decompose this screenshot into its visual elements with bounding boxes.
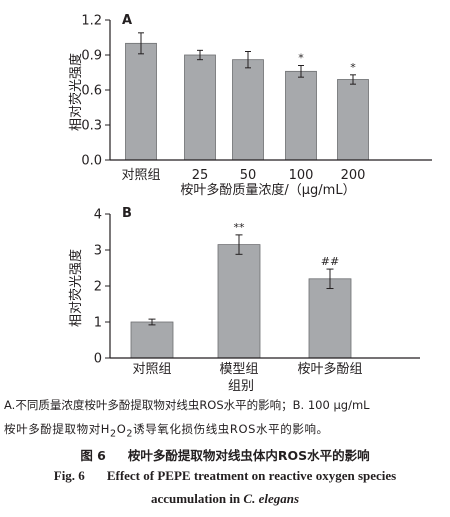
x-category-label: 200 [341,168,366,183]
panel-a-chart: 0.0 0.3 0.6 0.9 1.2 对照组 25 50 * 100 * 200 相对荧光强度桉叶多酚… [68,13,432,198]
y-tick-label: 0.9 [81,49,102,64]
species-name: C. elegans [243,491,300,506]
significance-mark: * [350,61,356,74]
bar [308,278,352,359]
y-tick-label: 4 [94,208,102,223]
note-subscript-1: 2 [110,428,117,440]
x-axis-title: 组别 [228,379,254,394]
bar [337,79,369,161]
x-category-label: 100 [289,168,314,183]
x-category-label: 50 [240,168,257,183]
significance-mark: ## [321,255,339,268]
x-axis-title: 桉叶多酚质量浓度/（μg/mL） [180,182,355,198]
x-category-label: 25 [192,168,209,183]
significance-mark: * [298,52,304,65]
figure-title-en-1: Effect of PEPE treatment on reactive oxy… [106,468,397,483]
figure-note-line-2: 桉叶多酚提取物对H2O2诱导氧化损伤线虫ROS水平的影响。 [4,418,329,445]
panel-label: B [122,206,132,221]
y-axis-title: 相对荧光强度 [68,53,84,131]
significance-mark: ** [234,221,246,234]
y-tick-label: 1 [94,316,102,331]
note-text-a: 桉叶多酚提取物对H [4,422,111,436]
bar [285,70,317,161]
caption-english-line-1: Fig. 6 Effect of PEPE treatment on reacti… [0,468,450,484]
y-tick-label: 0.3 [81,119,102,134]
figure-note-line-1: A.不同质量浓度桉叶多酚提取物对线虫ROS水平的影响；B. 100 μg/mL [4,398,370,412]
bar [232,59,264,161]
y-tick-label: 0.6 [81,84,102,99]
bar [125,42,157,161]
bar [184,54,216,161]
figure-number-cn: 图 6 [80,448,106,463]
caption-english-line-2: accumulation in C. elegans [0,491,450,507]
figure-title-en-2: accumulation in [150,491,244,506]
panel-label: A [122,13,132,28]
y-tick-label: 0 [94,352,102,367]
y-tick-label: 0.0 [81,154,102,169]
note-subscript-2: 2 [126,428,134,440]
x-category-label: 对照组 [132,362,171,377]
note-text-c: 诱导氧化损伤线虫ROS水平的影响。 [133,422,329,436]
y-tick-label: 2 [94,280,102,295]
figure-title-cn: 桉叶多酚提取物对线虫体内ROS水平的影响 [127,448,370,463]
y-tick-label: 3 [94,244,102,259]
note-text-b: O [116,422,127,436]
x-category-label: 桉叶多酚组 [297,361,362,377]
y-tick-label: 1.2 [81,14,102,29]
x-category-label: 对照组 [121,168,160,183]
figure-number-en: Fig. 6 [53,468,85,483]
caption-chinese: 图 6 桉叶多酚提取物对线虫体内ROS水平的影响 [0,445,450,464]
bar [217,244,261,359]
y-axis-title: 相对荧光强度 [68,249,84,327]
bar [130,321,174,359]
x-category-label: 模型组 [219,362,258,377]
